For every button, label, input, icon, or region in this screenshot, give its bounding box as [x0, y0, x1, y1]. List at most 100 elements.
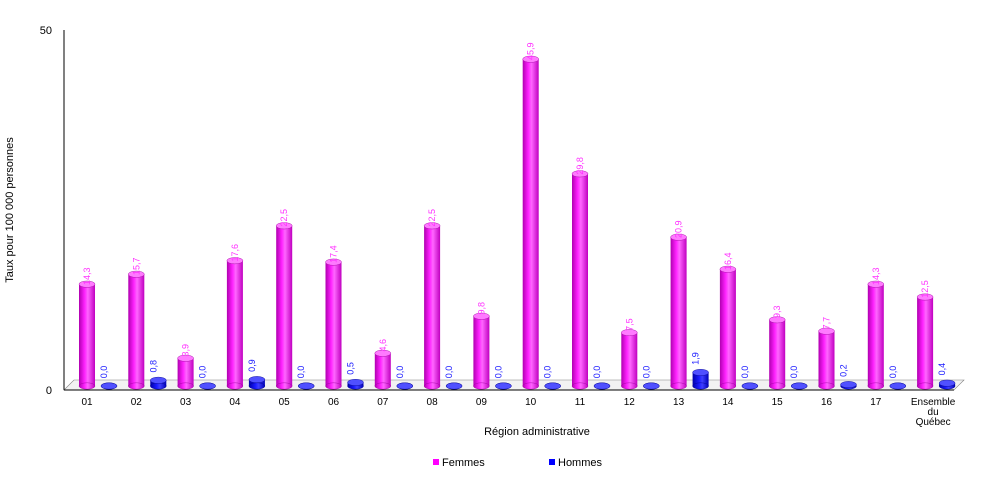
x-axis-title: Région administrative	[484, 426, 590, 438]
bar-femmes-2	[177, 354, 194, 390]
legend-swatch-hommes	[549, 459, 555, 465]
y-tick-label-min: 0	[46, 385, 52, 397]
x-tick-label-1: 02	[131, 397, 143, 408]
value-labels-layer: 14,3 0,0 15,7 0,8 3,9 0,0 17,6 0,9 22,5 0,0 17,4 0,…	[82, 42, 947, 378]
legend: Femmes Hommes	[433, 457, 603, 469]
value-label-hommes-14: 0,0	[789, 366, 799, 379]
x-tick-label-14: 15	[772, 397, 784, 408]
x-tick-label-0: 01	[81, 397, 93, 408]
legend-label-femmes: Femmes	[442, 457, 485, 469]
bar-hommes-6	[396, 382, 413, 390]
bar-hommes-9	[544, 382, 561, 390]
value-label-hommes-9: 0,0	[543, 366, 553, 379]
value-label-hommes-5: 0,5	[346, 362, 356, 375]
value-label-hommes-4: 0,0	[296, 366, 306, 379]
bar-hommes-4	[298, 382, 315, 390]
value-label-femmes-16: 14,3	[871, 267, 881, 285]
x-tick-label-2: 03	[180, 397, 192, 408]
x-tick-label-8: 09	[476, 397, 488, 408]
bar-femmes-9	[522, 55, 539, 390]
bar-femmes-6	[374, 349, 391, 390]
bar-femmes-8	[473, 312, 490, 390]
value-label-femmes-6: 4,6	[378, 339, 388, 352]
value-label-femmes-1: 15,7	[131, 257, 141, 275]
bars-layer	[78, 55, 956, 390]
value-label-femmes-11: 7,5	[624, 318, 634, 331]
value-label-hommes-16: 0,0	[888, 366, 898, 379]
bar-hommes-17	[938, 379, 956, 390]
x-tick-label-5: 06	[328, 397, 340, 408]
bar-hommes-1	[150, 376, 167, 390]
bar-femmes-12	[670, 233, 687, 390]
x-tick-label-3: 04	[229, 397, 241, 408]
value-label-hommes-11: 0,0	[641, 366, 651, 379]
bar-hommes-14	[791, 382, 808, 390]
value-label-femmes-5: 17,4	[329, 245, 339, 263]
bar-hommes-7	[445, 382, 463, 390]
bar-femmes-7	[423, 222, 441, 390]
bar-hommes-8	[495, 382, 512, 390]
value-label-femmes-17: 12,5	[920, 280, 930, 298]
bar-femmes-13	[719, 265, 737, 390]
x-tick-label-17: Ensemble du Québec	[911, 397, 956, 428]
value-label-hommes-3: 0,9	[247, 359, 257, 372]
bar-hommes-15	[840, 381, 857, 390]
bar-hommes-11	[643, 382, 660, 390]
x-tick-label-10: 11	[575, 397, 586, 408]
bar-femmes-11	[621, 329, 638, 390]
bar-femmes-1	[128, 270, 145, 390]
x-tick-label-7: 08	[427, 397, 439, 408]
value-label-hommes-6: 0,0	[395, 366, 405, 379]
x-tick-label-15: 16	[821, 397, 833, 408]
x-tick-label-12: 13	[673, 397, 685, 408]
bar-hommes-10	[593, 382, 611, 390]
x-ticks-layer: 01 02 03 04 05 06 07 08 09 10 11 12 13 14 15 16 17 Ensemb…	[81, 397, 955, 428]
value-label-femmes-15: 7,7	[822, 317, 832, 330]
value-label-femmes-12: 20,9	[674, 220, 684, 238]
value-label-femmes-13: 16,4	[723, 252, 733, 270]
bar-hommes-2	[199, 382, 216, 390]
x-tick-label-13: 14	[722, 397, 734, 408]
bar-hommes-0	[100, 382, 118, 390]
x-tick-label-16: 17	[870, 397, 882, 408]
value-label-hommes-7: 0,0	[444, 366, 454, 379]
value-label-hommes-17: 0,4	[937, 363, 947, 376]
value-label-femmes-8: 9,8	[476, 302, 486, 315]
value-label-femmes-10: 29,8	[575, 157, 585, 175]
value-label-femmes-9: 45,9	[526, 42, 536, 60]
x-tick-label-11: 12	[624, 397, 636, 408]
y-axis-title: Taux pour 100 000 personnes	[4, 137, 16, 283]
bar-hommes-3	[248, 376, 266, 390]
legend-label-hommes: Hommes	[558, 457, 603, 469]
bar-hommes-12	[692, 369, 709, 390]
bar-femmes-14	[769, 316, 786, 390]
legend-swatch-femmes	[433, 459, 439, 465]
y-tick-label-max: 50	[40, 25, 52, 37]
value-label-femmes-3: 17,6	[230, 244, 240, 262]
x-tick-label-4: 05	[279, 397, 291, 408]
value-label-hommes-10: 0,0	[592, 366, 602, 379]
value-label-hommes-0: 0,0	[99, 366, 109, 379]
value-label-femmes-0: 14,3	[82, 267, 92, 285]
bar-femmes-16	[867, 280, 884, 390]
bar-femmes-3	[226, 257, 244, 390]
bar-femmes-15	[818, 327, 835, 390]
bar-hommes-16	[889, 382, 906, 390]
value-label-femmes-7: 22,5	[427, 209, 437, 227]
value-label-femmes-14: 9,3	[772, 306, 782, 319]
bar-femmes-17	[916, 293, 934, 390]
bar-femmes-10	[571, 170, 589, 390]
value-label-hommes-13: 0,0	[740, 366, 750, 379]
value-label-hommes-12: 1,9	[691, 352, 701, 365]
value-label-hommes-1: 0,8	[148, 360, 158, 373]
value-label-hommes-15: 0,2	[839, 364, 849, 377]
value-label-hommes-8: 0,0	[493, 366, 503, 379]
bar-hommes-13	[741, 382, 759, 390]
bar-hommes-5	[347, 379, 364, 390]
x-tick-label-6: 07	[377, 397, 389, 408]
bar-femmes-4	[276, 222, 293, 390]
bar-femmes-5	[325, 258, 342, 390]
bar-femmes-0	[78, 280, 96, 390]
